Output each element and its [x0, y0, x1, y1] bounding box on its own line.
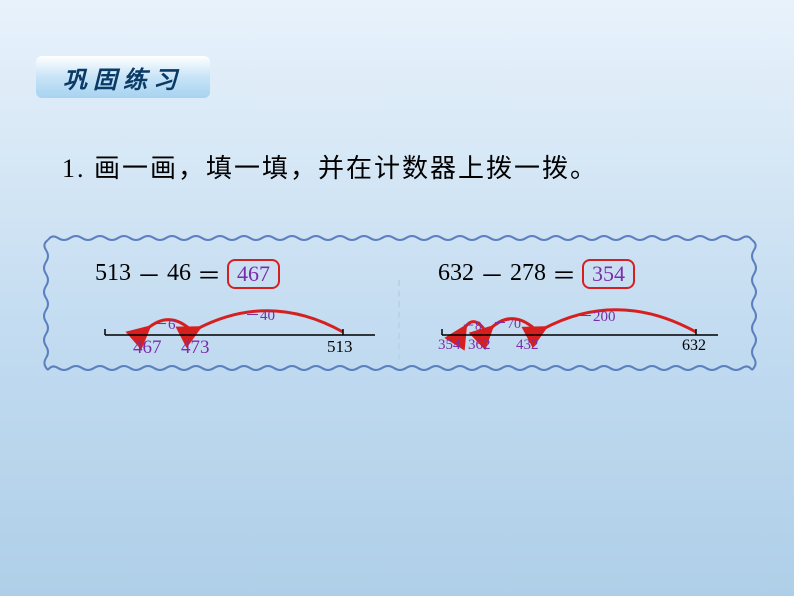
divider-line: [398, 280, 400, 360]
step-2-2: －70: [493, 313, 521, 333]
equation-2: 632 － 278 ＝ 354: [438, 256, 635, 291]
equation-1: 513 － 46 ＝ 467: [95, 256, 280, 291]
operand-b2: 278: [510, 260, 546, 287]
step-1-2: －40: [245, 304, 275, 325]
step-2-3: －200: [578, 305, 616, 326]
val-2-2: 362: [468, 337, 491, 354]
question-content: 1. 画一画，填一填，并在计数器上拨一拨。: [62, 154, 598, 183]
val-2-3: 432: [516, 337, 539, 354]
step-2-1: －8: [462, 315, 482, 334]
step-1-1: －6: [153, 313, 176, 334]
operand-a2: 632: [438, 260, 474, 287]
answer-box-2: 354: [582, 259, 635, 289]
minus-sign2: －: [480, 256, 504, 291]
problem-1: 513 － 46 ＝ 467 －6: [95, 256, 280, 299]
answer-box-1: 467: [227, 259, 280, 289]
val-1-end: 513: [327, 337, 353, 357]
operand-a: 513: [95, 260, 131, 287]
val-1-2: 473: [181, 337, 210, 359]
val-2-1: 354: [438, 337, 461, 354]
val-2-end: 632: [682, 337, 706, 355]
operand-b: 46: [167, 260, 191, 287]
header-title: 巩固练习: [63, 60, 183, 95]
question-text: 1. 画一画，填一填，并在计数器上拨一拨。: [62, 148, 598, 185]
problem-2: 632 － 278 ＝ 354: [438, 256, 635, 299]
val-1-1: 467: [133, 337, 162, 359]
problems-container: 513 － 46 ＝ 467 －6: [40, 230, 760, 380]
minus-sign: －: [137, 256, 161, 291]
section-header: 巩固练习: [36, 56, 210, 98]
equals-sign2: ＝: [552, 256, 576, 291]
equals-sign: ＝: [197, 256, 221, 291]
